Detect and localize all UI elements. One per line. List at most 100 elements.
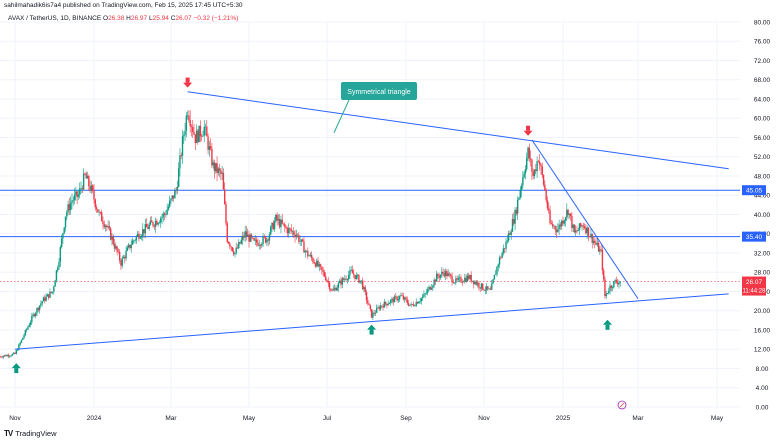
candle-body	[345, 278, 347, 280]
candle-body	[559, 224, 562, 227]
candle-body	[370, 309, 373, 318]
candle-body	[293, 231, 295, 235]
candle-body	[11, 353, 14, 356]
arrow-down-icon	[183, 77, 193, 88]
x-tick-label: Nov	[478, 415, 490, 422]
candle-body	[160, 218, 162, 223]
callout: Symmetrical triangle	[333, 82, 417, 133]
candle-body	[360, 280, 363, 282]
x-tick-label: 2025	[556, 415, 571, 422]
ohlc-open-label: O	[103, 15, 109, 22]
price-change: −0.32 (−1.21%)	[193, 15, 239, 22]
candle-body	[152, 222, 154, 226]
candle-body	[247, 234, 249, 237]
candle-body	[63, 227, 65, 234]
candle-body	[192, 127, 194, 132]
candle-body	[405, 297, 407, 300]
candle-body	[346, 279, 349, 280]
y-tick-label: 64.00	[754, 96, 771, 103]
level-price-label: 45.05	[746, 187, 763, 194]
candle-body	[16, 349, 19, 351]
candle-body	[409, 304, 411, 306]
candle-body	[248, 234, 250, 242]
candle-body	[273, 221, 276, 230]
callout-pointer	[333, 99, 350, 133]
candle-body	[238, 242, 240, 249]
candle-body	[396, 296, 398, 301]
candle-body	[471, 280, 474, 282]
symbol-name[interactable]: AVAX / TetherUS, 1D, BINANCE	[8, 15, 102, 22]
candle-body	[140, 235, 143, 238]
candle-body	[198, 125, 200, 143]
candle-body	[480, 283, 483, 289]
countdown-label: 11:44:28	[743, 289, 767, 295]
candle-body	[616, 282, 619, 285]
candle-body	[414, 305, 416, 307]
candle-body	[276, 214, 278, 221]
candle-body	[386, 303, 388, 306]
candle-body	[66, 212, 68, 217]
y-tick-label: 40.00	[754, 212, 771, 219]
candle-body	[167, 206, 170, 210]
candle-body	[333, 287, 336, 290]
arrow-shaft	[526, 125, 531, 131]
candle-body	[120, 260, 122, 266]
candle-body	[15, 350, 17, 354]
candle-body	[234, 252, 236, 255]
candle-body	[94, 199, 96, 208]
candle-body	[590, 233, 592, 237]
candle-body	[406, 299, 408, 304]
candle-body	[474, 281, 476, 285]
candle-body	[72, 200, 74, 201]
candle-body	[397, 298, 400, 301]
candle-body	[249, 234, 251, 242]
candle-body	[271, 222, 273, 227]
candle-body	[363, 287, 365, 290]
candle-body	[77, 194, 80, 197]
candle-body	[82, 173, 85, 190]
candle-body	[606, 292, 609, 294]
candle-body	[50, 291, 52, 293]
trendline-lower	[14, 293, 729, 350]
candle-body	[189, 120, 191, 127]
y-tick-label: 28.00	[754, 270, 771, 277]
candle-body	[573, 224, 576, 233]
candle-body	[206, 126, 208, 137]
candle-body	[452, 282, 455, 284]
candle-body	[13, 352, 15, 354]
candle-body	[456, 278, 458, 280]
candle-body	[195, 130, 198, 144]
grid	[0, 21, 740, 408]
candle-body	[492, 279, 494, 284]
y-tick-label: 68.00	[754, 77, 771, 84]
candle-body	[424, 293, 426, 295]
candle-body	[85, 173, 87, 179]
candle-body	[344, 278, 346, 280]
timezone-icon-mark	[619, 402, 625, 408]
candle-body	[277, 218, 280, 221]
candle-body	[592, 240, 595, 243]
candle-body	[267, 239, 269, 241]
candle-body	[383, 301, 386, 308]
candle-body	[609, 285, 611, 292]
candle-body	[250, 234, 253, 238]
candle-body	[183, 135, 185, 137]
candle-body	[236, 247, 239, 249]
arrow-shaft	[14, 368, 19, 374]
candle-body	[494, 274, 497, 276]
candle-body	[444, 271, 447, 276]
trendline-upper	[187, 91, 729, 170]
candle-body	[6, 355, 8, 357]
tradingview-brand[interactable]: TV TradingView	[4, 429, 57, 438]
candle-body	[398, 296, 401, 299]
candle-body	[255, 239, 258, 243]
candle-body	[14, 352, 16, 354]
candle-body	[53, 286, 55, 292]
candle-body	[404, 297, 406, 300]
candle-body	[104, 225, 107, 228]
candle-body	[528, 147, 531, 159]
axis-price-labels: 45.05 35.40 26.07 11:44:28	[742, 185, 767, 296]
candle-body	[111, 236, 113, 240]
candle-body	[379, 305, 382, 310]
